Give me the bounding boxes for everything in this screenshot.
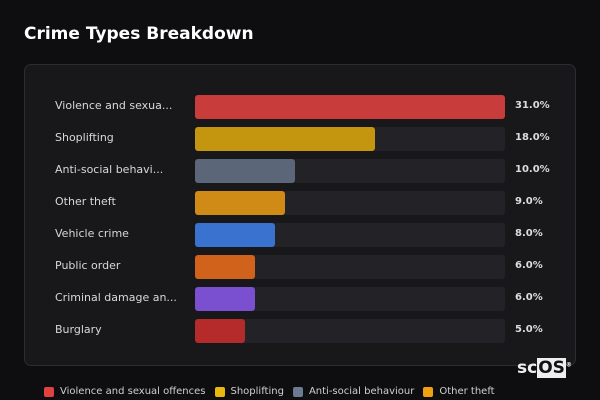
legend: Violence and sexual offences Shoplifting A… [44,386,495,397]
bar [195,319,245,343]
legend-item: Violence and sexual offences [44,386,206,397]
legend-item: Other theft [423,386,495,397]
bar [195,127,375,151]
bar-track [195,127,505,151]
bar-track [195,95,505,119]
bar-label: Violence and sexua... [55,99,173,112]
bar-row: Other theft 9.0% [25,191,575,215]
bar [195,95,505,119]
bar-value-label: 9.0% [515,196,543,207]
legend-label: Other theft [439,386,495,397]
chart-card: Violence and sexua... 31.0% Shoplifting 1… [24,64,576,366]
bar-value-label: 31.0% [515,100,550,111]
bar-value-label: 6.0% [515,292,543,303]
bar-row: Shoplifting 18.0% [25,127,575,151]
legend-item: Shoplifting [214,386,284,397]
bar-label: Criminal damage an... [55,291,177,304]
bar [195,223,275,247]
bar-track [195,287,505,311]
bar-track [195,159,505,183]
legend-label: Anti-social behaviour [308,386,415,397]
bar-row: Anti-social behavi... 10.0% [25,159,575,183]
bar-value-label: 18.0% [515,132,550,143]
logo-mark: ® [565,361,572,369]
legend-swatch [44,386,54,397]
scos-logo: scOS® [517,358,572,378]
bar-label: Shoplifting [55,131,114,144]
bar-track [195,319,505,343]
bar-value-label: 8.0% [515,228,543,239]
bar [195,287,255,311]
logo-text-b: OS [537,358,566,378]
bar [195,255,255,279]
bar-track [195,223,505,247]
logo-text-a: sc [517,358,538,378]
legend-item: Anti-social behaviour [292,386,415,397]
legend-swatch [423,386,434,397]
bar-row: Criminal damage an... 6.0% [25,287,575,311]
bar-label: Public order [55,259,121,272]
bar-row: Burglary 5.0% [25,319,575,343]
legend-label: Shoplifting [230,386,284,397]
bar-track [195,191,505,215]
bar-row: Violence and sexua... 31.0% [25,95,575,119]
bar [195,159,295,183]
bar-row: Vehicle crime 8.0% [25,223,575,247]
bar-label: Burglary [55,323,102,336]
bar-label: Anti-social behavi... [55,163,164,176]
bar [195,191,285,215]
legend-label: Violence and sexual offences [60,386,206,397]
bar-value-label: 10.0% [515,164,550,175]
bar-label: Vehicle crime [55,227,129,240]
bar-value-label: 6.0% [515,260,543,271]
bar-value-label: 5.0% [515,324,543,335]
legend-swatch [214,386,225,397]
bar-row: Public order 6.0% [25,255,575,279]
bar-track [195,255,505,279]
bar-label: Other theft [55,195,116,208]
chart-title: Crime Types Breakdown [24,24,254,44]
legend-swatch [292,386,303,397]
